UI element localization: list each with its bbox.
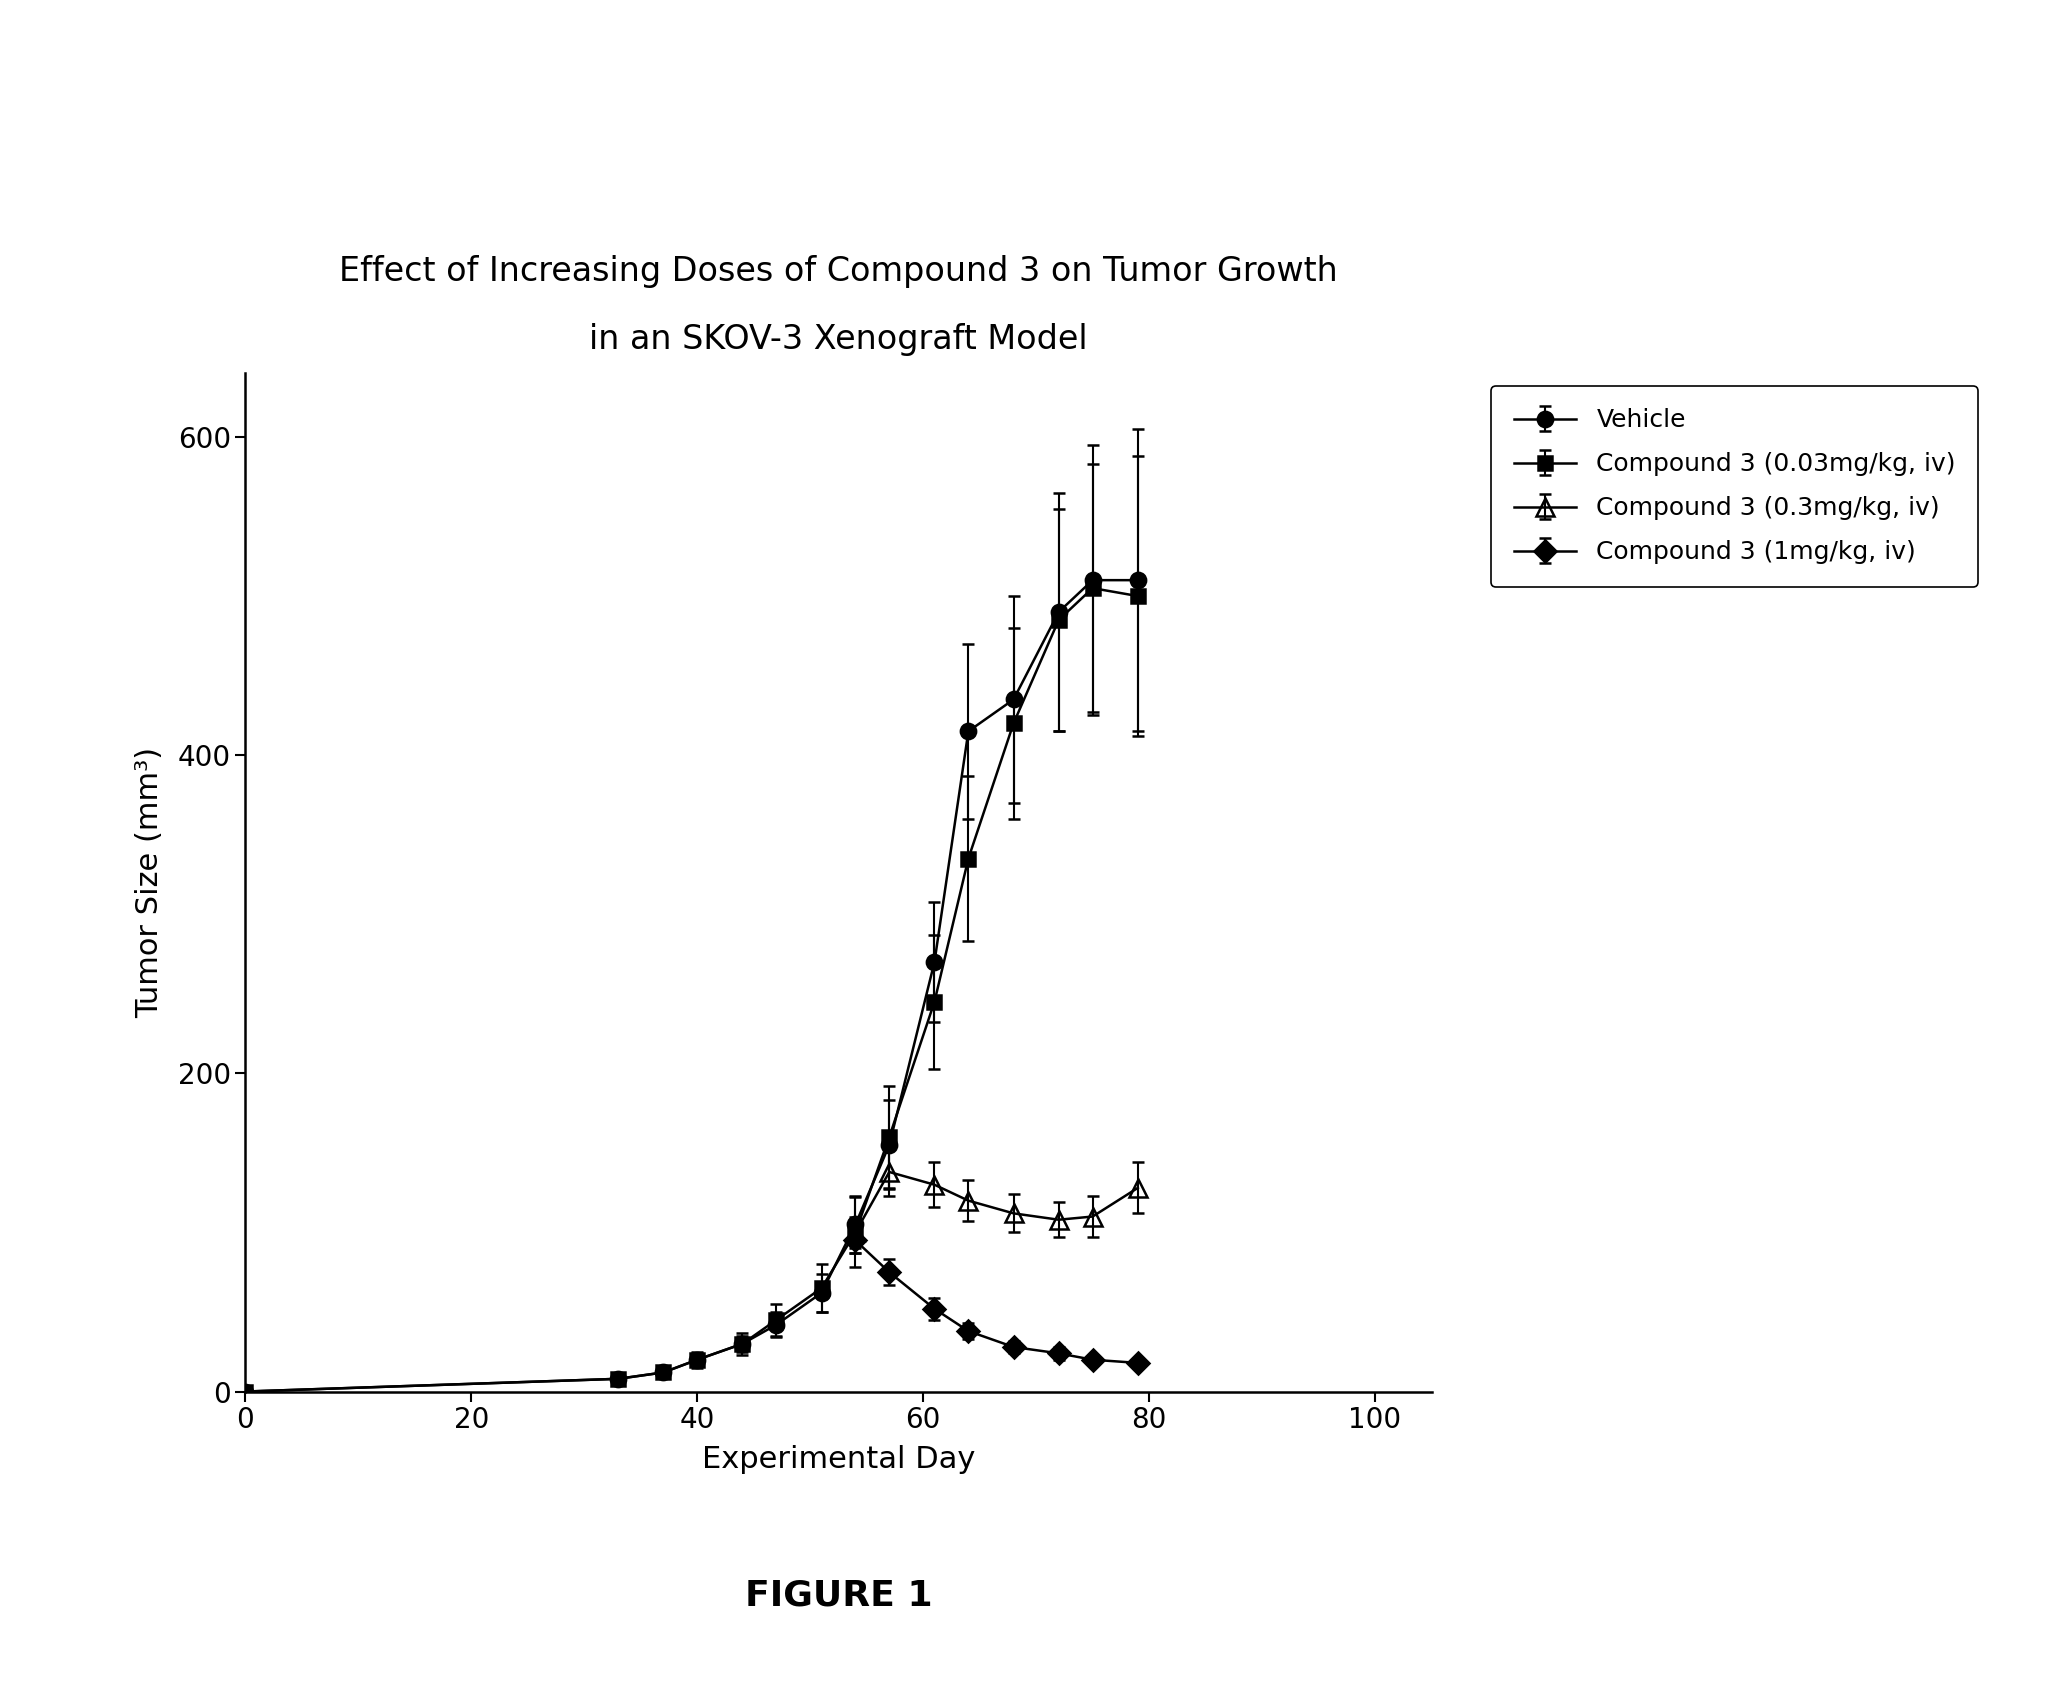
X-axis label: Experimental Day: Experimental Day [701, 1446, 975, 1475]
Text: in an SKOV-3 Xenograft Model: in an SKOV-3 Xenograft Model [589, 324, 1088, 356]
Legend: Vehicle, Compound 3 (0.03mg/kg, iv), Compound 3 (0.3mg/kg, iv), Compound 3 (1mg/: Vehicle, Compound 3 (0.03mg/kg, iv), Com… [1491, 385, 1978, 587]
Text: FIGURE 1: FIGURE 1 [744, 1578, 933, 1612]
Y-axis label: Tumor Size (mm³): Tumor Size (mm³) [135, 747, 164, 1018]
Text: Effect of Increasing Doses of Compound 3 on Tumor Growth: Effect of Increasing Doses of Compound 3… [339, 256, 1337, 288]
